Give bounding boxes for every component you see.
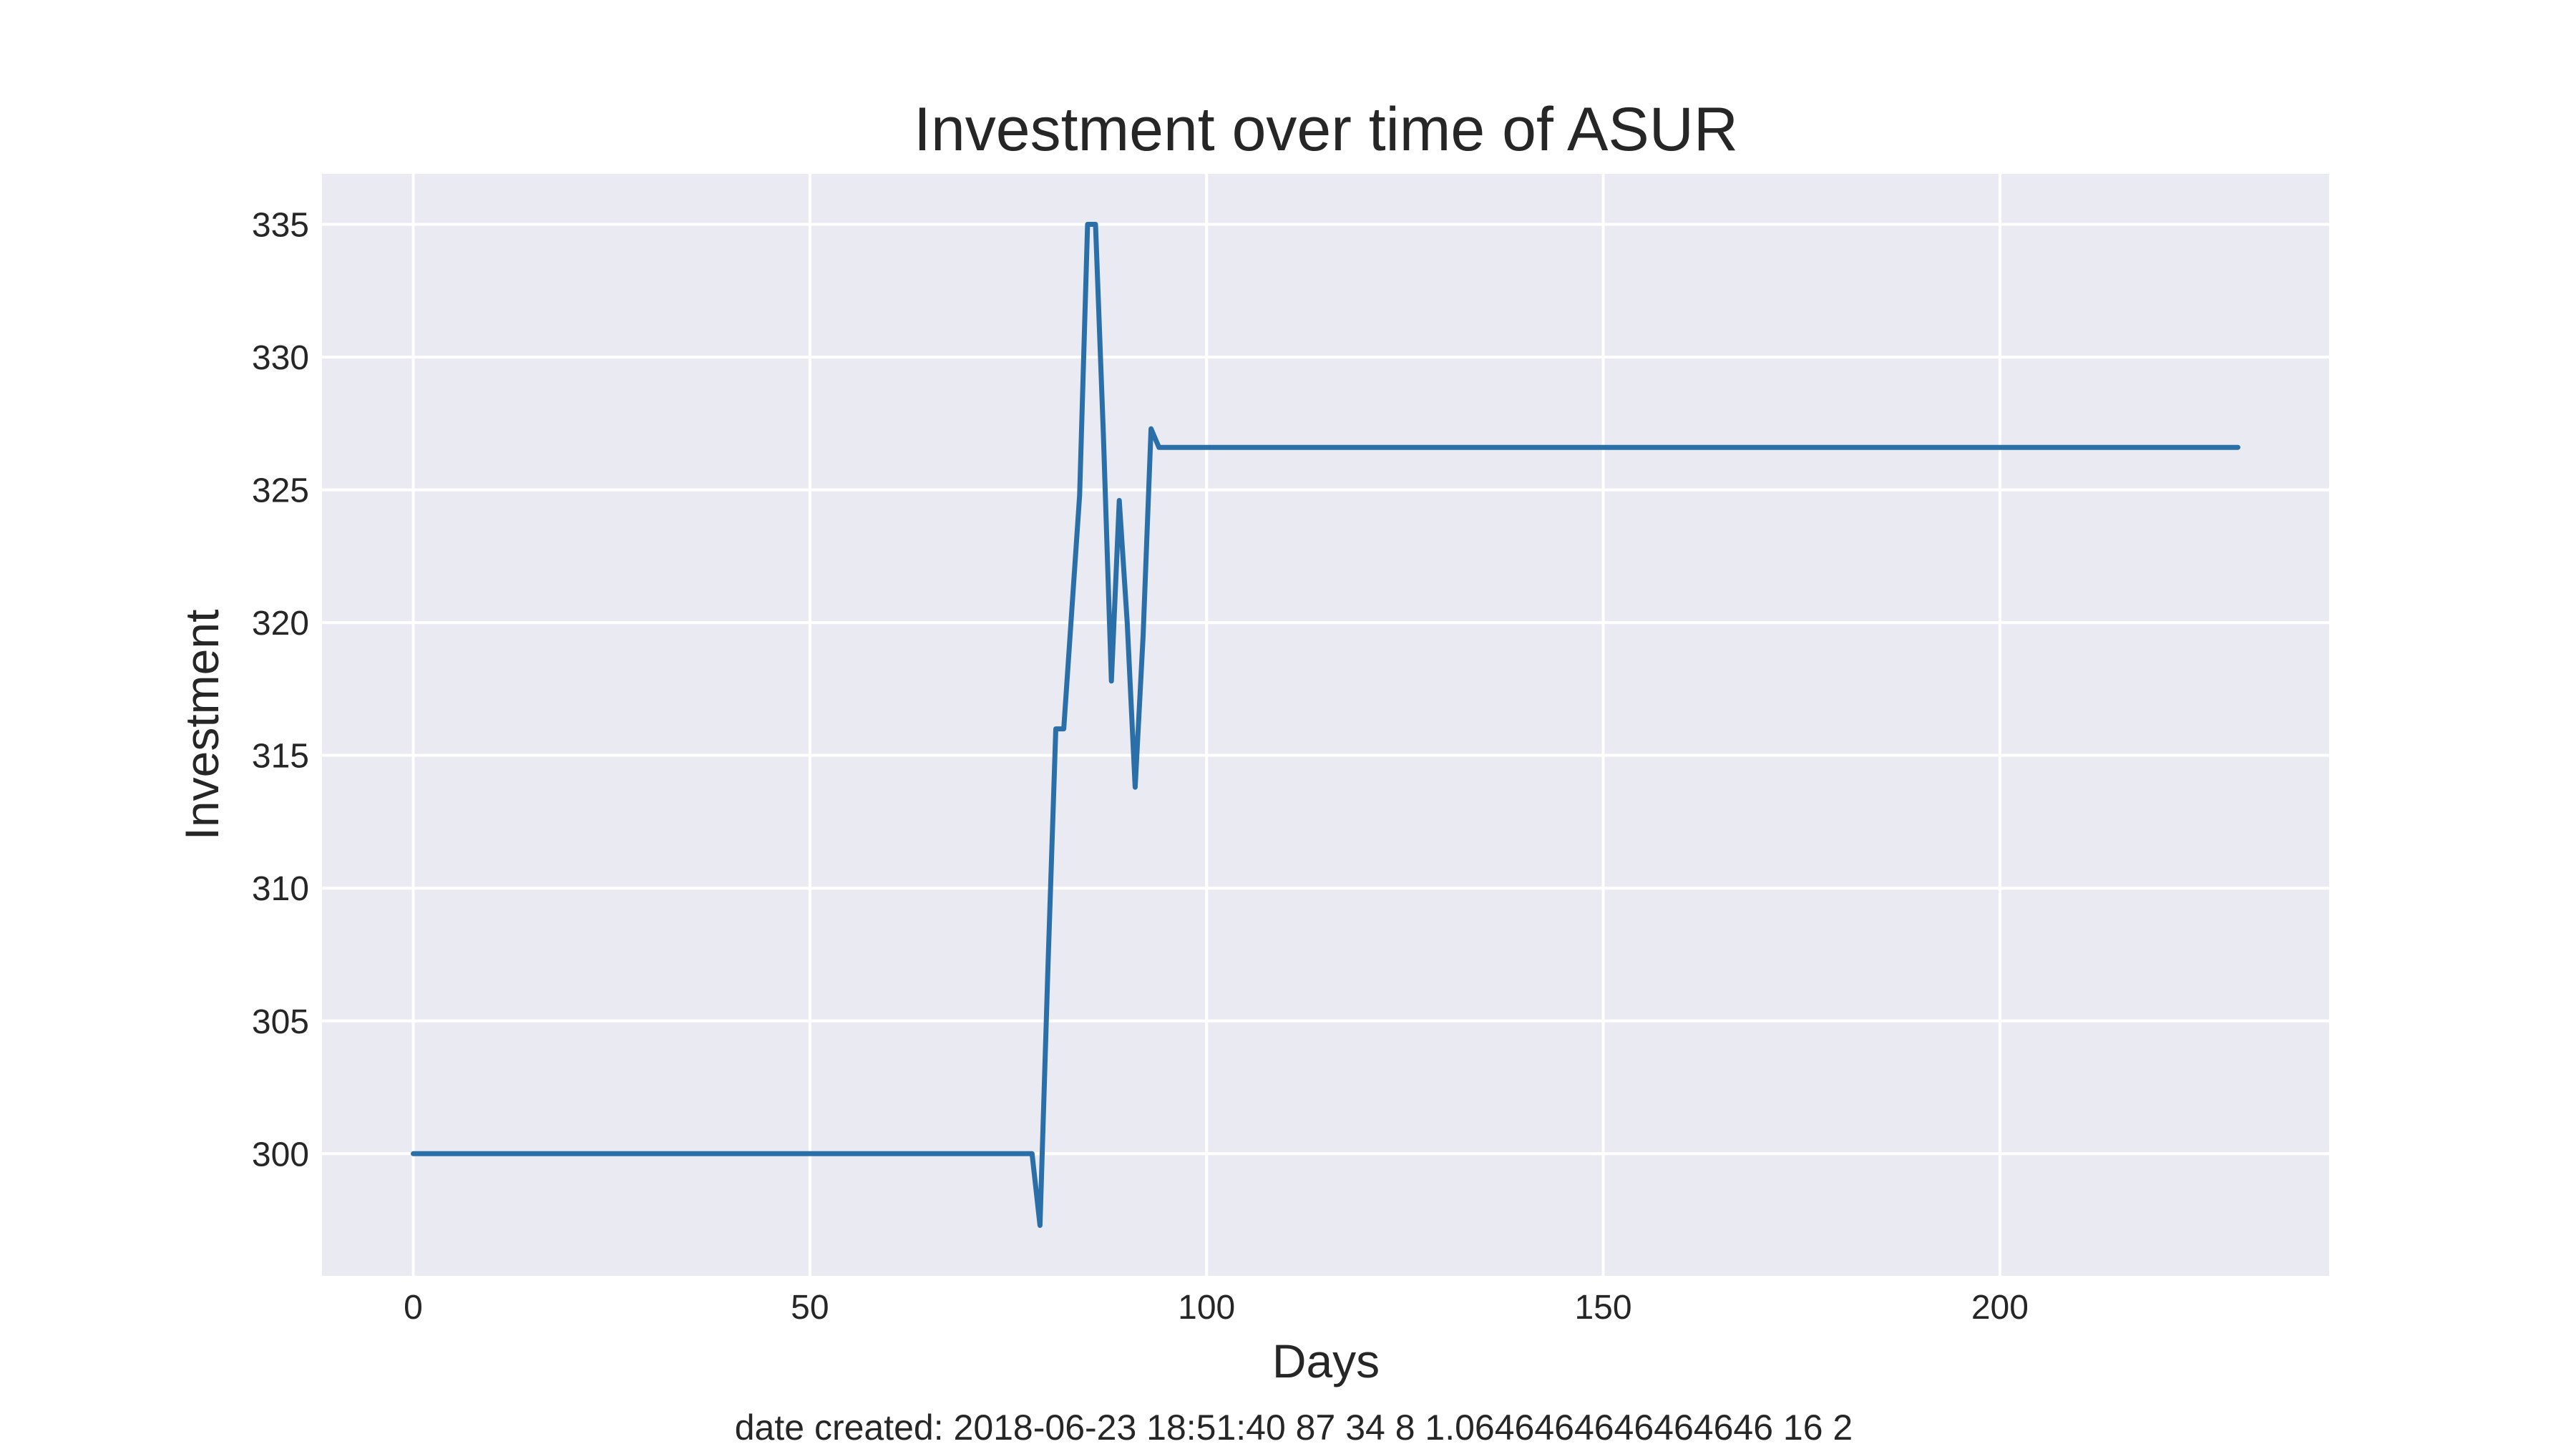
footer-note: date created: 2018-06-23 18:51:40 87 34 … xyxy=(735,1407,1853,1448)
plot-area xyxy=(322,174,2329,1276)
y-tick-label: 335 xyxy=(252,207,309,245)
y-tick-label: 305 xyxy=(252,1003,309,1041)
y-tick-label: 330 xyxy=(252,339,309,377)
x-tick-label: 100 xyxy=(1178,1289,1235,1327)
chart-title: Investment over time of ASUR xyxy=(914,95,1738,164)
x-tick-label: 50 xyxy=(791,1289,829,1327)
x-tick-label: 150 xyxy=(1574,1289,1631,1327)
y-tick-label: 320 xyxy=(252,605,309,643)
x-tick-label: 0 xyxy=(404,1289,423,1327)
grid-lines xyxy=(322,174,2329,1276)
tick-labels: 0 50 100 150 200 300 305 310 315 320 325 330 335 xyxy=(252,207,2029,1327)
y-tick-label: 300 xyxy=(252,1136,309,1174)
series-line xyxy=(411,222,2240,1228)
series-layer xyxy=(411,222,2240,1228)
y-axis-label: Investment xyxy=(175,610,228,841)
y-tick-label: 310 xyxy=(252,870,309,908)
x-tick-label: 200 xyxy=(1971,1289,2029,1327)
y-tick-label: 315 xyxy=(252,738,309,776)
x-axis-label: Days xyxy=(1272,1335,1380,1387)
y-tick-label: 325 xyxy=(252,472,309,510)
